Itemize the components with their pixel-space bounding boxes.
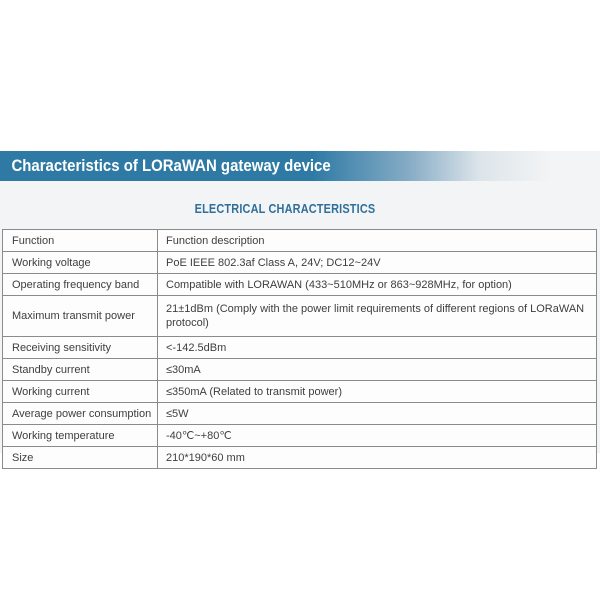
spec-label-cell: Size [2,446,158,469]
electrical-characteristics-table: Function Function description Working vo… [2,229,597,469]
spec-label-cell: Working temperature [2,424,158,447]
spec-label-cell: Receiving sensitivity [2,336,158,359]
spec-label-cell: Working voltage [2,251,158,274]
table-row: Size 210*190*60 mm [2,446,597,469]
table-row: Working current ≤350mA (Related to trans… [2,380,597,403]
spec-value-cell: 210*190*60 mm [157,446,597,469]
spec-value-cell: PoE IEEE 802.3af Class A, 24V; DC12~24V [157,251,597,274]
page-title: Characteristics of LORaWAN gateway devic… [11,156,331,175]
table-row: Working voltage PoE IEEE 802.3af Class A… [2,251,597,274]
spec-value-cell: <-142.5dBm [157,336,597,359]
spec-value-cell: ≤30mA [157,358,597,381]
section-heading: ELECTRICAL CHARACTERISTICS [194,201,376,216]
table-row: Average power consumption ≤5W [2,402,597,425]
table-row: Function Function description [2,229,597,252]
spec-table-body: Function Function description Working vo… [2,229,597,469]
spec-value-cell: Compatible with LORAWAN (433~510MHz or 8… [157,273,597,296]
table-row: Operating frequency band Compatible with… [2,273,597,296]
spec-label-cell: Standby current [2,358,158,381]
table-row: Working temperature -40℃~+80℃ [2,424,597,447]
table-row: Receiving sensitivity <-142.5dBm [2,336,597,359]
spec-label-cell: Working current [2,380,158,403]
section-banner: Characteristics of LORaWAN gateway devic… [0,151,600,181]
spec-label-cell: Average power consumption [2,402,158,425]
spec-value-cell: ≤5W [157,402,597,425]
spec-value-cell: -40℃~+80℃ [157,424,597,447]
spec-label-cell: Operating frequency band [2,273,158,296]
spec-label-cell: Function [2,229,158,252]
spec-label-cell: Maximum transmit power [2,295,158,337]
spec-value-cell: ≤350mA (Related to transmit power) [157,380,597,403]
spec-value-cell: Function description [157,229,597,252]
spec-value-cell: 21±1dBm (Comply with the power limit req… [157,295,597,337]
table-row: Maximum transmit power 21±1dBm (Comply w… [2,295,597,337]
table-row: Standby current ≤30mA [2,358,597,381]
